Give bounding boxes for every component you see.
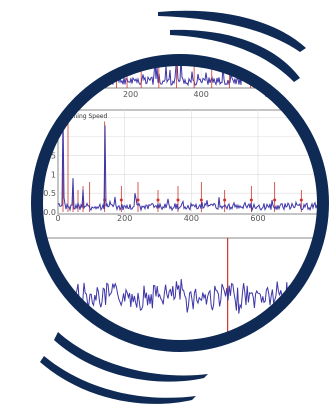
y-tick-label: 1 <box>51 170 56 179</box>
x-tick-label: 200 <box>117 214 132 223</box>
harmonic-marker-dot <box>156 198 160 202</box>
running-speed-panel: 0.00.511.522.5 0 200 400 600 800 Running Spe… <box>43 109 323 223</box>
y-tick-label: 0.0 <box>43 208 56 217</box>
y-tick-label: 0.5 <box>43 189 56 198</box>
harmonic-marker-dot <box>176 198 180 202</box>
harmonic-marker-dot <box>199 198 203 202</box>
x-tick-label: 200 <box>123 90 138 99</box>
x-tick-label: 600 <box>250 214 265 223</box>
harmonic-marker-dot <box>249 198 253 202</box>
x-tick-label: 400 <box>194 90 209 99</box>
harmonic-marker-dot <box>299 198 303 202</box>
harmonic-marker-dot <box>136 198 140 202</box>
swoosh-decoration <box>40 10 306 404</box>
x-tick-label: 0 <box>55 214 60 223</box>
harmonic-marker-dot <box>119 198 123 202</box>
x-tick-label: 400 <box>184 214 199 223</box>
harmonic-marker-dot <box>273 198 277 202</box>
chart-title: Running Speed <box>62 113 107 120</box>
running-speed-trace <box>57 113 323 212</box>
y-tick-label: 2.5 <box>43 114 56 123</box>
harmonic-marker-dot <box>223 198 227 202</box>
circular-frame <box>31 54 329 352</box>
